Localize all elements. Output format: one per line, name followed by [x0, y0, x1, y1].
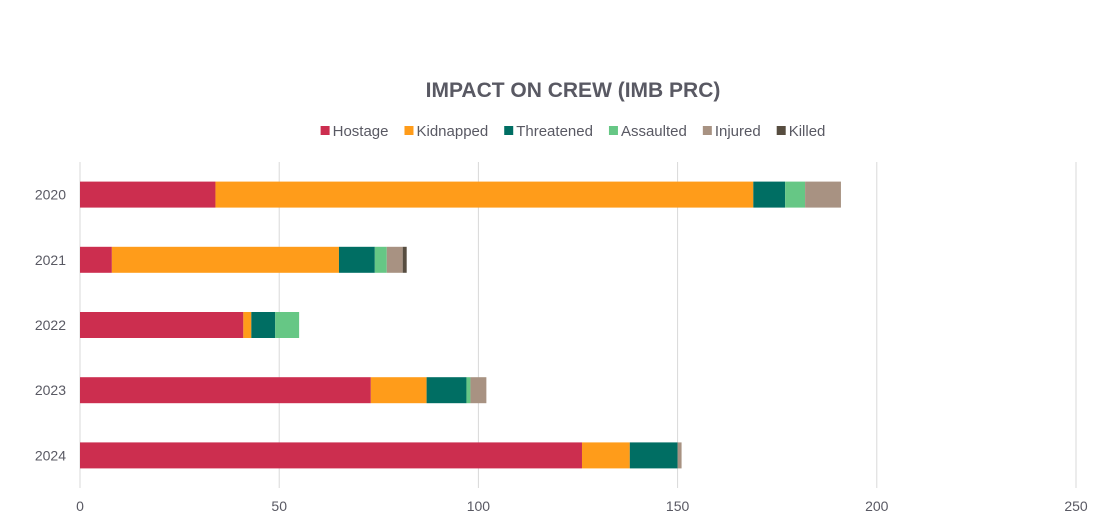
- bar-injured-2020: [805, 181, 841, 208]
- bar-assaulted-2023: [466, 377, 471, 404]
- x-axis-labels: 0 50 100 150 200 250: [76, 498, 1088, 514]
- legend-label: Threatened: [516, 123, 593, 140]
- x-tick-label: 100: [467, 498, 491, 514]
- bar-hostage-2020: [80, 181, 216, 208]
- gridlines: [79, 162, 1077, 488]
- bar-assaulted-2022: [275, 312, 300, 338]
- y-tick-label: 2022: [35, 317, 66, 333]
- bar-injured-2021: [386, 246, 403, 273]
- bar-threatened-2021: [338, 246, 375, 273]
- y-axis-labels: 2020 2021 2022 2023 2024: [35, 187, 66, 464]
- x-tick-label: 200: [865, 498, 889, 514]
- y-tick-label: 2024: [35, 447, 66, 463]
- bar-kidnapped-2023: [370, 377, 427, 404]
- x-tick-label: 150: [666, 498, 690, 514]
- legend-label: Kidnapped: [416, 123, 488, 140]
- legend-label: Injured: [715, 123, 761, 140]
- x-tick-label: 50: [271, 498, 287, 514]
- legend-item-threatened: Threatened: [504, 123, 593, 140]
- bar-threatened-2020: [753, 181, 786, 208]
- bar-group-2020: [80, 181, 841, 208]
- y-tick-label: 2023: [35, 382, 66, 398]
- legend-swatch: [608, 126, 618, 135]
- y-tick-label: 2021: [35, 252, 66, 268]
- bar-hostage-2023: [80, 377, 371, 404]
- legend-item-kidnapped: Kidnapped: [404, 123, 488, 140]
- legend-label: Assaulted: [621, 123, 687, 140]
- bar-kidnapped-2020: [215, 181, 754, 208]
- bars: [80, 181, 841, 469]
- bar-group-2023: [80, 377, 487, 404]
- legend: Hostage Kidnapped Threatened Assaulted Injur…: [320, 123, 826, 140]
- bar-group-2024: [80, 442, 682, 469]
- bar-kidnapped-2022: [243, 312, 252, 338]
- bar-kidnapped-2021: [111, 246, 339, 273]
- bar-threatened-2023: [426, 377, 467, 404]
- y-tick-label: 2020: [35, 187, 66, 203]
- bar-hostage-2021: [80, 246, 112, 273]
- legend-swatch: [702, 126, 712, 135]
- legend-swatch: [404, 126, 414, 135]
- bar-hostage-2024: [80, 442, 582, 469]
- legend-item-assaulted: Assaulted: [608, 123, 687, 140]
- x-tick-label: 0: [76, 498, 84, 514]
- bar-assaulted-2020: [785, 181, 806, 208]
- bar-threatened-2022: [251, 312, 276, 338]
- legend-item-killed: Killed: [776, 123, 826, 140]
- bar-assaulted-2021: [374, 246, 387, 273]
- bar-kidnapped-2024: [581, 442, 630, 469]
- legend-swatch: [776, 126, 786, 135]
- bar-injured-2023: [470, 377, 487, 404]
- bar-injured-2024: [677, 442, 682, 469]
- bar-threatened-2024: [629, 442, 678, 469]
- bar-group-2021: [80, 246, 407, 273]
- legend-swatch: [504, 126, 514, 135]
- chart-title: IMPACT ON CREW (IMB PRC): [426, 79, 721, 102]
- legend-item-injured: Injured: [702, 123, 761, 140]
- x-tick-label: 250: [1064, 498, 1088, 514]
- bar-hostage-2022: [80, 312, 244, 338]
- bar-killed-2021: [402, 246, 407, 273]
- legend-item-hostage: Hostage: [320, 123, 389, 140]
- legend-label: Hostage: [333, 123, 389, 140]
- legend-label: Killed: [789, 123, 826, 140]
- legend-swatch: [320, 126, 330, 135]
- bar-group-2022: [80, 312, 300, 338]
